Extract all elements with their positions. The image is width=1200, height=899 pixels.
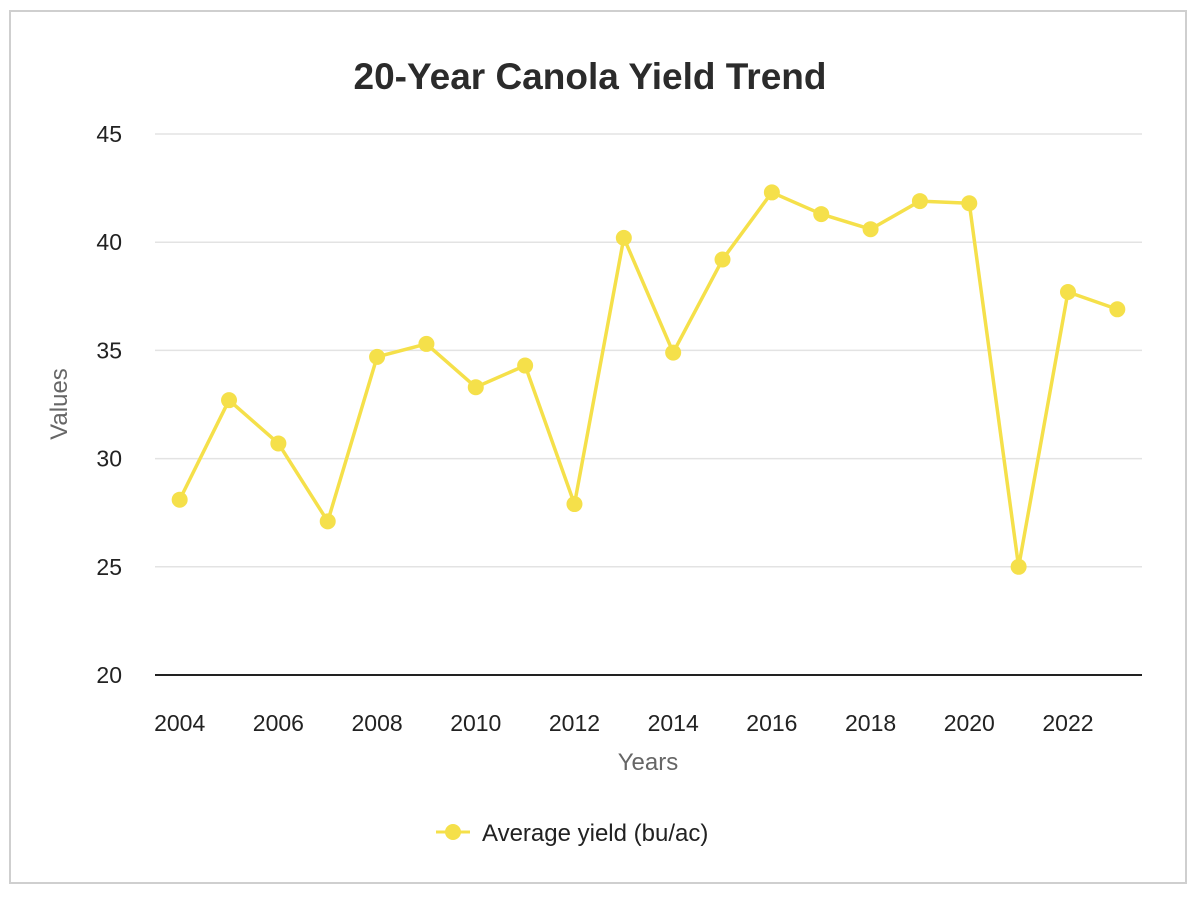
chart-title: 20-Year Canola Yield Trend [354, 56, 827, 97]
y-tick-label: 40 [96, 229, 122, 255]
data-point[interactable] [665, 344, 682, 361]
x-tick-label: 2014 [648, 710, 699, 736]
data-point[interactable] [714, 251, 731, 268]
data-point[interactable] [270, 435, 287, 452]
x-tick-label: 2004 [154, 710, 205, 736]
x-tick-label: 2006 [253, 710, 304, 736]
x-axis-title: Years [618, 749, 679, 776]
x-tick-label: 2010 [450, 710, 501, 736]
series-layer [171, 184, 1126, 575]
x-tick-label: 2022 [1042, 710, 1093, 736]
data-point[interactable] [467, 379, 484, 396]
gridlines [155, 133, 1142, 676]
data-point[interactable] [763, 184, 780, 201]
x-tick-label: 2012 [549, 710, 600, 736]
data-point[interactable] [1010, 558, 1027, 575]
legend-label: Average yield (bu/ac) [482, 820, 708, 847]
data-point[interactable] [418, 335, 435, 352]
data-point[interactable] [813, 206, 830, 223]
x-tick-label: 2020 [944, 710, 995, 736]
y-tick-label: 25 [96, 554, 122, 580]
y-tick-label: 20 [96, 662, 122, 688]
data-point[interactable] [615, 229, 632, 246]
data-point[interactable] [319, 513, 336, 530]
legend[interactable]: Average yield (bu/ac) [436, 820, 708, 847]
data-point[interactable] [369, 348, 386, 365]
data-point[interactable] [221, 392, 238, 409]
y-tick-label: 30 [96, 446, 122, 472]
data-point[interactable] [171, 491, 188, 508]
series-0 [171, 184, 1126, 575]
data-point[interactable] [566, 496, 583, 513]
y-tick-label: 45 [96, 121, 122, 147]
data-point[interactable] [1109, 301, 1126, 318]
data-point[interactable] [517, 357, 534, 374]
data-point[interactable] [961, 195, 978, 212]
series-line [178, 190, 1118, 569]
y-tick-label: 35 [96, 337, 122, 363]
y-axis-title: Values [46, 368, 73, 440]
x-tick-label: 2008 [351, 710, 402, 736]
legend-dot-marker [445, 824, 461, 840]
x-axis-ticks: 2004 2006 2008 2010 2012 2014 2016 2018 2020 2022 [154, 710, 1093, 736]
data-point[interactable] [862, 221, 879, 238]
y-axis-ticks: 20 25 30 35 40 45 [96, 121, 122, 688]
x-tick-label: 2018 [845, 710, 896, 736]
data-point[interactable] [911, 193, 928, 210]
data-point[interactable] [1059, 283, 1076, 300]
x-tick-label: 2016 [746, 710, 797, 736]
